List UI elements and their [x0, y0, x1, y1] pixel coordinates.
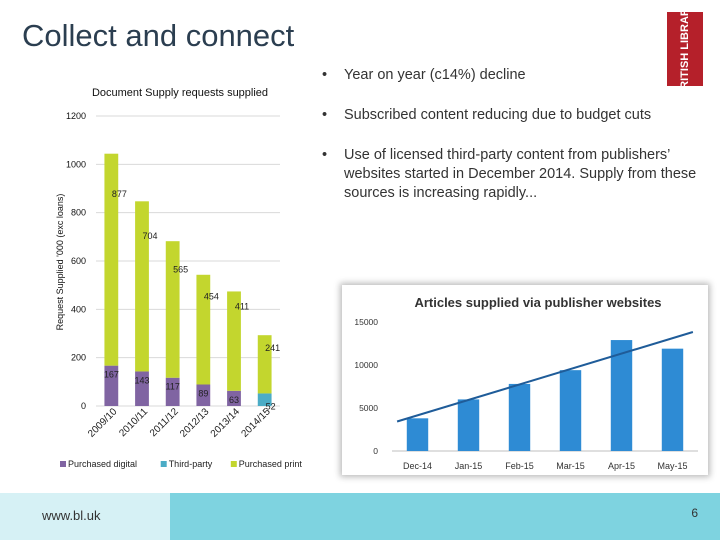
x-tick-label: May-15	[657, 461, 687, 471]
document-supply-chart: Document Supply requests supplied Request…	[30, 70, 305, 480]
trendline	[396, 331, 694, 423]
chart-title: Articles supplied via publisher websites	[414, 295, 661, 310]
data-label: 117	[165, 382, 179, 392]
data-label: 63	[229, 395, 239, 405]
data-label: 454	[204, 291, 219, 301]
data-label: 565	[173, 264, 188, 274]
data-label: 411	[235, 302, 249, 312]
bar-articles	[457, 399, 480, 451]
legend-swatch	[230, 461, 237, 467]
legend-swatch	[160, 461, 167, 467]
x-tick-label: 2012/13	[178, 406, 212, 440]
bullet-text: Use of licensed third-party content from…	[344, 147, 697, 201]
bullet-marker: •	[322, 67, 328, 83]
y-tick-label: 0	[373, 446, 378, 456]
y-tick-label: 15000	[354, 317, 378, 327]
x-tick-label: 2010/11	[117, 406, 150, 439]
bullet-text: Year on year (c14%) decline	[344, 67, 526, 83]
y-tick-label: 0	[81, 401, 86, 411]
x-tick-label: Feb-15	[505, 461, 534, 471]
legend-label: Purchased digital	[68, 459, 137, 469]
page-number: 6	[691, 506, 698, 520]
footer-url-panel	[0, 493, 170, 540]
data-label: 167	[104, 370, 119, 380]
british-library-logo: BRITISH LIBRARY	[667, 1, 703, 97]
bar-articles	[508, 383, 531, 451]
bar-purchased-digital	[165, 377, 180, 406]
data-label: 241	[265, 343, 280, 353]
data-label: 704	[142, 231, 157, 241]
y-tick-label: 800	[71, 208, 86, 218]
x-tick-label: Apr-15	[608, 461, 635, 471]
bar-purchased-print	[165, 241, 180, 378]
y-axis-label: Request Supplied '000 (exc loans)	[55, 194, 65, 331]
x-tick-label: Jan-15	[455, 461, 483, 471]
bar-purchased-print	[257, 335, 272, 394]
bullet-marker: •	[322, 147, 328, 163]
bar-articles	[661, 348, 684, 451]
legend-label: Purchased print	[239, 459, 303, 469]
bar-articles	[559, 370, 582, 451]
y-tick-label: 10000	[354, 360, 378, 370]
legend-label: Third-party	[169, 459, 213, 469]
y-tick-label: 600	[71, 256, 86, 266]
x-tick-label: Mar-15	[556, 461, 585, 471]
chart-title: Document Supply requests supplied	[92, 87, 268, 99]
y-tick-label: 1200	[66, 111, 86, 121]
bar-articles	[406, 418, 429, 451]
bullet-list: • Year on year (c14%) decline • Subscrib…	[322, 66, 702, 224]
bar-purchased-print	[227, 291, 241, 391]
bullet-item: • Subscribed content reducing due to bud…	[322, 106, 702, 125]
bullet-item: • Year on year (c14%) decline	[322, 66, 702, 85]
bar-purchased-digital	[104, 365, 119, 406]
bar-purchased-print	[135, 201, 149, 372]
x-tick-label: 2011/12	[148, 406, 181, 439]
x-tick-label: Dec-14	[403, 461, 432, 471]
y-tick-label: 200	[71, 353, 86, 363]
data-label: 143	[134, 375, 149, 385]
publisher-websites-chart: Articles supplied via publisher websites…	[342, 285, 708, 475]
publisher-websites-chart-svg: Articles supplied via publisher websites…	[354, 295, 698, 471]
footer-url[interactable]: www.bl.uk	[42, 508, 101, 523]
bar-purchased-print	[196, 274, 211, 385]
bar-purchased-digital	[227, 390, 241, 406]
bullet-text: Subscribed content reducing due to budge…	[344, 107, 652, 123]
x-tick-label: 2013/14	[209, 406, 243, 440]
bullet-marker: •	[322, 107, 328, 123]
x-tick-label: 2014/15	[239, 406, 273, 440]
bar-purchased-print	[104, 153, 119, 366]
data-label: 52	[266, 401, 276, 411]
bullet-item: • Use of licensed third-party content fr…	[322, 146, 702, 203]
bar-purchased-digital	[135, 371, 149, 406]
footer-bar: www.bl.uk 6	[0, 493, 720, 540]
y-tick-label: 400	[71, 304, 86, 314]
y-tick-label: 5000	[359, 403, 378, 413]
bar-articles	[610, 340, 633, 451]
slide-title: Collect and connect	[22, 18, 295, 53]
x-tick-label: 2009/10	[86, 406, 120, 440]
data-label: 89	[198, 388, 208, 398]
y-tick-label: 1000	[66, 159, 86, 169]
document-supply-chart-svg: Document Supply requests supplied Request…	[55, 87, 303, 469]
bar-third-party	[257, 393, 272, 406]
legend-swatch	[60, 461, 66, 467]
bar-purchased-digital	[196, 384, 211, 406]
data-label: 877	[112, 189, 127, 199]
